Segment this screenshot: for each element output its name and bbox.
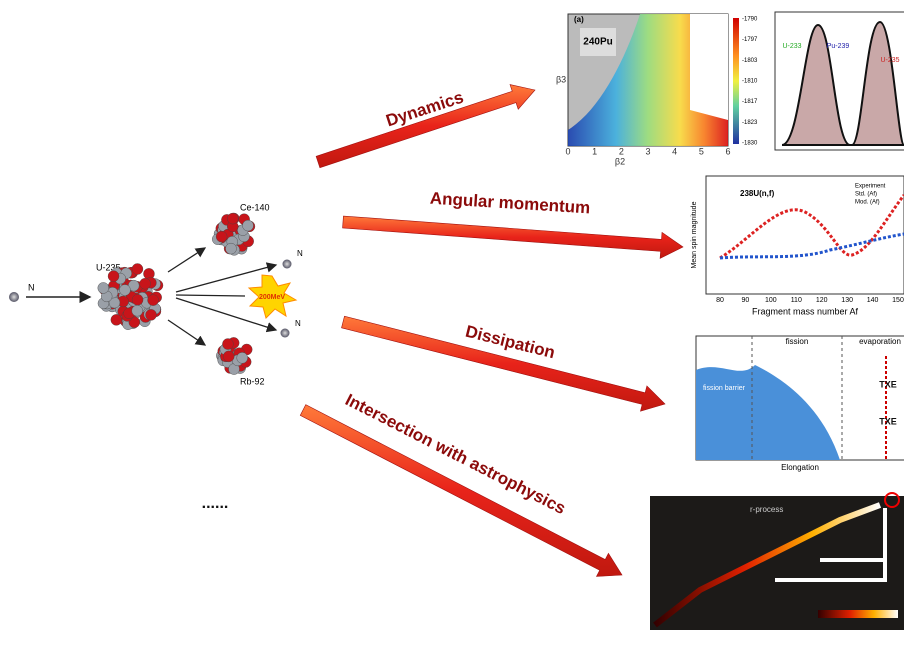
nucleon bbox=[111, 314, 122, 325]
nucleon bbox=[225, 243, 236, 254]
nucleon bbox=[108, 271, 119, 282]
inset-dissipation: fission evaporation fission barrier TXE … bbox=[696, 336, 904, 472]
nucleon bbox=[216, 231, 227, 242]
nucleus-label: 240Pu bbox=[583, 37, 612, 48]
x-tick-label: 140 bbox=[867, 297, 879, 304]
txe-label: TXE bbox=[879, 416, 897, 426]
legend-entry: Experiment bbox=[855, 184, 886, 190]
colorbar-ticks: -1790 -1797 -1803 -1810 -1817 -1823 -1830 bbox=[742, 17, 758, 147]
x-tick-label: 110 bbox=[791, 297, 802, 304]
inset-angular: 238U(n,f) Experiment Std. (Af) Mod. (Af)… bbox=[691, 176, 904, 316]
reaction: N U-235 Ce-140 Rb-92 200MeV N N bbox=[9, 202, 303, 386]
plot-frame bbox=[650, 496, 904, 630]
x-tick-label: 90 bbox=[742, 297, 750, 304]
topic-arrow bbox=[300, 405, 622, 577]
arrow bbox=[176, 295, 245, 296]
neutron-label: N bbox=[28, 282, 35, 292]
nucleus bbox=[216, 337, 252, 374]
arrow bbox=[168, 248, 205, 272]
nucleon bbox=[146, 309, 157, 320]
colorbar-label: -1817 bbox=[742, 99, 758, 105]
neutron-label: N bbox=[295, 319, 301, 328]
neutron bbox=[9, 292, 19, 302]
series-label: U-235 bbox=[880, 57, 899, 64]
nucleus bbox=[98, 264, 163, 330]
fragment-label: Ce-140 bbox=[240, 202, 270, 212]
diagram: N U-235 Ce-140 Rb-92 200MeV N N Dynamics… bbox=[0, 0, 904, 650]
phase-label: fission bbox=[786, 337, 809, 346]
x-tick-label: 3 bbox=[645, 146, 650, 156]
x-tick-label: 2 bbox=[619, 146, 624, 156]
topic-label: Angular momentum bbox=[429, 189, 590, 218]
colorbar-label: -1790 bbox=[742, 17, 758, 23]
ellipsis: ...... bbox=[202, 495, 229, 512]
x-axis-label: Fragment mass number Af bbox=[752, 306, 859, 316]
inset-yields: U-233 Pu-239 U-235 bbox=[775, 12, 904, 150]
x-tick-label: 120 bbox=[816, 297, 828, 304]
txe-label: TXE bbox=[879, 379, 897, 389]
x-tick-label: 100 bbox=[765, 297, 777, 304]
x-tick-label: 1 bbox=[592, 146, 597, 156]
panel-label: (a) bbox=[574, 15, 584, 24]
topic-arrow bbox=[343, 216, 683, 258]
x-tick-label: 150 bbox=[892, 297, 904, 304]
nucleon bbox=[222, 339, 233, 350]
nucleon bbox=[132, 264, 143, 275]
x-tick-label: 80 bbox=[716, 297, 724, 304]
colorbar-label: -1810 bbox=[742, 79, 758, 85]
arrow bbox=[168, 320, 205, 345]
nucleus bbox=[212, 213, 255, 255]
colorbar bbox=[733, 18, 739, 144]
inset-astro: r-process bbox=[650, 493, 904, 630]
fragment-label: Rb-92 bbox=[240, 376, 265, 386]
x-ticks: 0 1 2 3 4 5 6 bbox=[565, 146, 730, 156]
nucleon bbox=[98, 282, 109, 293]
x-tick-label: 6 bbox=[725, 146, 730, 156]
neutron bbox=[281, 329, 290, 338]
nucleon bbox=[140, 278, 151, 289]
nucleon bbox=[242, 220, 253, 231]
neutron bbox=[283, 260, 292, 269]
nucleon bbox=[227, 213, 238, 224]
nucleon bbox=[237, 352, 248, 363]
x-tick-label: 130 bbox=[841, 297, 853, 304]
colorbar-label: -1823 bbox=[742, 120, 758, 126]
nucleon bbox=[148, 295, 159, 306]
topic-arrow bbox=[316, 85, 535, 168]
colorbar-label: -1830 bbox=[742, 141, 758, 147]
y-axis-label: Mean spin magnitude bbox=[691, 201, 698, 268]
x-axis-label: Elongation bbox=[781, 463, 819, 472]
y-axis-label: β3 bbox=[556, 74, 566, 84]
nucleus-label: 238U(n,f) bbox=[740, 189, 775, 198]
nucleon bbox=[132, 294, 143, 305]
series-label: U-233 bbox=[782, 43, 801, 50]
x-tick-label: 5 bbox=[699, 146, 704, 156]
x-ticks: 80 90 100 110 120 130 140 150 bbox=[716, 297, 904, 304]
x-tick-label: 4 bbox=[672, 146, 677, 156]
neutron-label: N bbox=[297, 249, 303, 258]
colorbar bbox=[818, 610, 898, 618]
legend-entry: Std. (Af) bbox=[855, 192, 877, 198]
energy-label: 200MeV bbox=[259, 294, 285, 301]
process-label: r-process bbox=[750, 505, 783, 514]
legend-entry: Mod. (Af) bbox=[855, 200, 880, 206]
series-label: Pu-239 bbox=[827, 43, 850, 50]
nucleon bbox=[119, 285, 130, 296]
colorbar-label: -1797 bbox=[742, 37, 758, 43]
phase-label: evaporation bbox=[859, 337, 901, 346]
x-axis-label: β2 bbox=[615, 156, 625, 166]
nucleon bbox=[223, 351, 234, 362]
colorbar-label: -1803 bbox=[742, 58, 758, 64]
barrier-label: fission barrier bbox=[703, 385, 746, 392]
nucleon bbox=[132, 305, 143, 316]
x-tick-label: 0 bbox=[565, 146, 570, 156]
